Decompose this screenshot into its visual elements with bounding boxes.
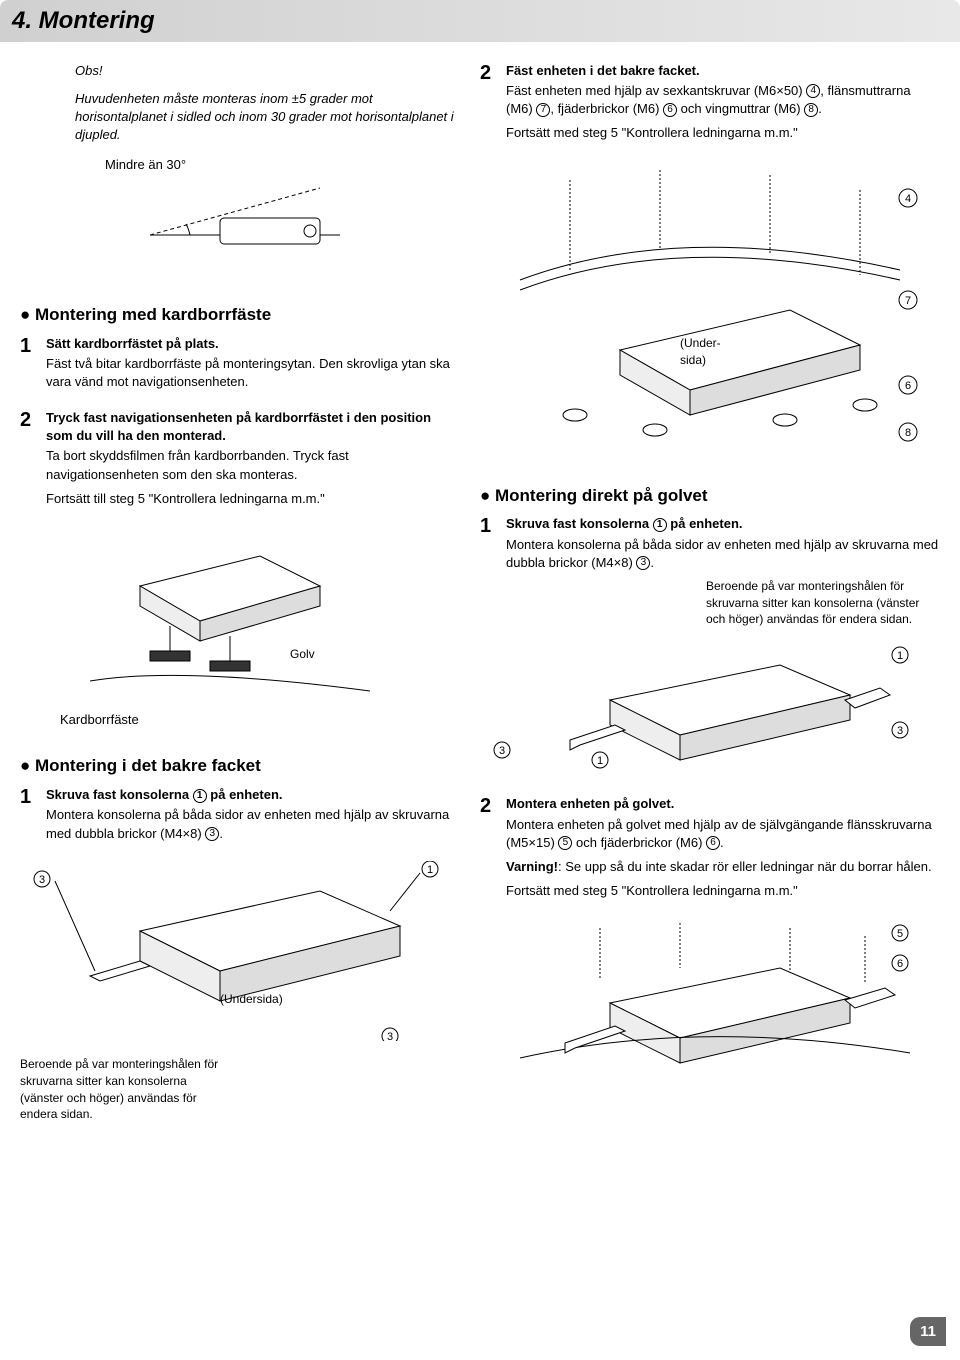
floor-bracket-figure: 3 1 1 3 <box>480 640 920 790</box>
undersida-label: (Under- sida) <box>680 335 721 369</box>
step1-title: Sätt kardborrfästet på plats. <box>46 335 460 353</box>
svg-text:3: 3 <box>387 1031 393 1041</box>
svg-text:3: 3 <box>499 745 505 757</box>
rear-mount-figure: 4 7 6 8 <box>480 160 920 460</box>
svg-text:8: 8 <box>905 427 911 439</box>
heading-rear: Montering i det bakre facket <box>20 754 460 778</box>
svg-text:6: 6 <box>897 958 903 970</box>
r-step2-title: Fäst enheten i det bakre facket. <box>506 62 940 80</box>
rear-bracket-figure: 3 1 3 <box>20 861 460 1041</box>
r-step2-continue: Fortsätt med steg 5 "Kontrollera ledning… <box>506 124 940 142</box>
svg-text:4: 4 <box>905 193 911 205</box>
obs-body: Huvudenheten måste monteras inom ±5 grad… <box>75 90 460 145</box>
svg-text:1: 1 <box>597 755 603 767</box>
step2-body: Ta bort skyddsfilmen från kardborrbanden… <box>46 447 460 483</box>
velcro-label: Kardborrfäste <box>60 711 460 729</box>
floor-step1-title: Skruva fast konsolerna 1 på enheten. <box>506 515 940 533</box>
section-header: 4. Montering <box>0 0 960 42</box>
floor-continue: Fortsätt med steg 5 "Kontrollera ledning… <box>506 882 940 900</box>
svg-text:1: 1 <box>427 864 433 876</box>
rear-step1-body: Montera konsolerna på båda sidor av enhe… <box>46 806 460 842</box>
floor-step2-body: Montera enheten på golvet med hjälp av d… <box>506 816 940 852</box>
floor-step1-body: Montera konsolerna på båda sidor av enhe… <box>506 536 940 572</box>
step-number: 1 <box>20 786 46 849</box>
step2-title: Tryck fast navigationsenheten på kardbor… <box>46 409 460 445</box>
floor-step2-title: Montera enheten på golvet. <box>506 795 940 813</box>
velcro-figure <box>80 526 380 696</box>
svg-text:5: 5 <box>897 928 903 940</box>
svg-text:3: 3 <box>897 725 903 737</box>
svg-text:6: 6 <box>905 380 911 392</box>
heading-floor: Montering direkt på golvet <box>480 484 940 508</box>
step-number: 1 <box>20 335 46 398</box>
step-number: 2 <box>20 409 46 514</box>
step2-continue: Fortsätt till steg 5 "Kontrollera lednin… <box>46 490 460 508</box>
svg-text:7: 7 <box>905 295 911 307</box>
obs-title: Obs! <box>75 62 460 80</box>
floor-mount-figure: 5 6 <box>480 918 920 1078</box>
page-number: 11 <box>910 1317 946 1346</box>
rear-step1-title: Skruva fast konsolerna 1 på enheten. <box>46 786 460 804</box>
angle-label: Mindre än 30° <box>105 156 460 174</box>
step-number: 2 <box>480 795 506 906</box>
section-title: 4. Montering <box>12 4 948 38</box>
heading-velcro: Montering med kardborrfäste <box>20 303 460 327</box>
r-step2-body: Fäst enheten med hjälp av sexkantskruvar… <box>506 82 940 118</box>
floor-warning: Varning!: Se upp så du inte skadar rör e… <box>506 858 940 876</box>
angle-diagram <box>140 180 360 250</box>
side-note: Beroende på var monteringshålen för skru… <box>20 1056 220 1123</box>
floor-sidenote: Beroende på var monteringshålen för skru… <box>706 578 940 628</box>
undersida-label: (Undersida) <box>220 991 283 1008</box>
step-number: 1 <box>480 515 506 628</box>
svg-text:1: 1 <box>897 650 903 662</box>
step1-body: Fäst två bitar kardborrfäste på monterin… <box>46 355 460 391</box>
svg-text:3: 3 <box>39 874 45 886</box>
golv-label: Golv <box>290 646 315 663</box>
step-number: 2 <box>480 62 506 149</box>
